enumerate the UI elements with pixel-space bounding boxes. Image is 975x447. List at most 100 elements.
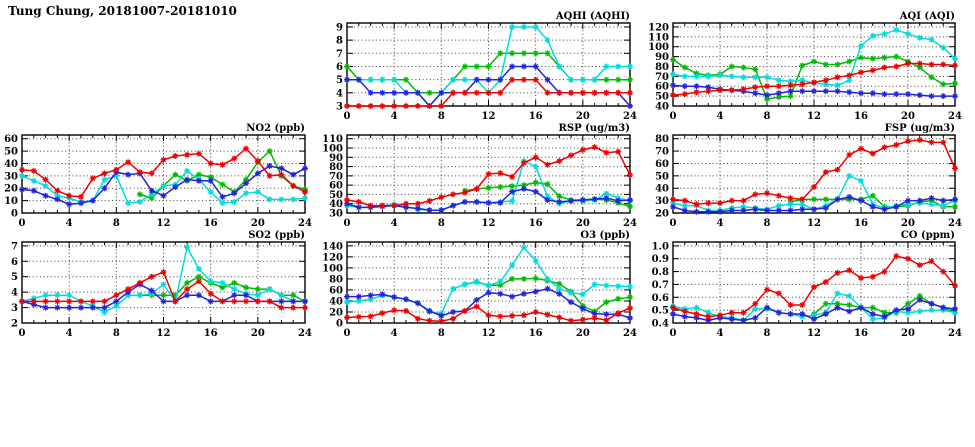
chart-co: 0.4 0.5 0.6 0.7 0.8 0.9 1.0 0 4 8 12 16 20 24 CO (ppm) xyxy=(652,230,962,339)
svg-text:8: 8 xyxy=(438,111,445,122)
svg-text:60: 60 xyxy=(329,181,343,192)
svg-text:8: 8 xyxy=(113,218,120,229)
svg-text:0.6: 0.6 xyxy=(652,293,669,304)
svg-text:24: 24 xyxy=(298,218,312,229)
series-cyan-markers xyxy=(19,244,308,316)
y-axis-labels: 2 3 4 5 6 7 xyxy=(11,241,18,329)
chart-aqhi: 3 4 5 6 7 8 9 0 4 8 12 16 20 24 AQHI (AQHI) xyxy=(336,11,637,122)
chart-title: AQHI (AQHI) xyxy=(555,11,630,22)
plot-border xyxy=(672,134,956,214)
svg-text:60: 60 xyxy=(329,285,343,296)
series-red xyxy=(670,60,958,99)
svg-text:8: 8 xyxy=(113,328,120,339)
svg-text:16: 16 xyxy=(854,218,868,229)
svg-text:0.5: 0.5 xyxy=(652,306,669,317)
plot-border xyxy=(21,241,306,324)
svg-text:50: 50 xyxy=(329,190,343,201)
svg-text:50: 50 xyxy=(655,171,669,182)
chart-title: SO2 (ppb) xyxy=(248,230,305,241)
svg-text:16: 16 xyxy=(854,111,868,122)
svg-text:0: 0 xyxy=(11,209,18,220)
series-blue-markers xyxy=(670,296,958,324)
series-red-markers xyxy=(670,60,958,99)
y-axis-labels: 3 4 5 6 7 8 9 xyxy=(336,22,343,112)
x-axis-labels: 0 4 8 12 16 20 24 xyxy=(344,328,637,339)
grid xyxy=(673,242,955,323)
grid xyxy=(22,135,305,213)
svg-text:110: 110 xyxy=(322,134,343,145)
svg-text:7: 7 xyxy=(336,49,343,60)
svg-text:4: 4 xyxy=(66,218,73,229)
chart-title: NO2 (ppb) xyxy=(246,123,305,134)
svg-text:120: 120 xyxy=(648,22,669,33)
series-red xyxy=(344,144,633,209)
svg-text:0.7: 0.7 xyxy=(652,280,669,291)
plot-border xyxy=(346,241,631,324)
series-red-markers xyxy=(670,253,958,320)
svg-text:12: 12 xyxy=(807,218,821,229)
chart-title: AQI (AQI) xyxy=(899,11,955,22)
series-cyan-markers xyxy=(344,244,633,317)
svg-text:0: 0 xyxy=(344,218,351,229)
svg-text:4: 4 xyxy=(11,288,18,299)
svg-text:0: 0 xyxy=(19,218,26,229)
svg-text:3: 3 xyxy=(336,102,343,113)
series-green-markers xyxy=(344,50,633,96)
svg-text:24: 24 xyxy=(298,328,312,339)
series-cyan-markers xyxy=(670,26,958,89)
svg-text:24: 24 xyxy=(948,111,962,122)
y-axis-labels: 0.4 0.5 0.6 0.7 0.8 0.9 1.0 xyxy=(652,241,669,329)
svg-text:8: 8 xyxy=(336,36,343,47)
svg-text:16: 16 xyxy=(204,328,218,339)
svg-text:24: 24 xyxy=(623,328,637,339)
series-red-markers xyxy=(344,303,633,325)
svg-text:20: 20 xyxy=(901,111,915,122)
svg-text:90: 90 xyxy=(329,153,343,164)
svg-text:20: 20 xyxy=(251,328,265,339)
svg-text:10: 10 xyxy=(4,196,18,207)
svg-text:12: 12 xyxy=(482,328,496,339)
svg-text:20: 20 xyxy=(251,218,265,229)
svg-text:20: 20 xyxy=(329,307,343,318)
series-red-markers xyxy=(19,145,308,200)
svg-text:16: 16 xyxy=(529,328,543,339)
x-axis-labels: 0 4 8 12 16 20 24 xyxy=(19,218,312,229)
svg-text:80: 80 xyxy=(655,62,669,73)
chart-title: CO (ppm) xyxy=(901,230,955,241)
series-red xyxy=(19,269,308,311)
svg-text:0: 0 xyxy=(670,111,677,122)
series-cyan xyxy=(19,244,308,316)
series-cyan xyxy=(670,26,958,89)
svg-text:4: 4 xyxy=(66,328,73,339)
series-blue xyxy=(344,285,633,321)
svg-text:0: 0 xyxy=(19,328,26,339)
svg-text:70: 70 xyxy=(655,147,669,158)
svg-text:24: 24 xyxy=(623,111,637,122)
svg-text:20: 20 xyxy=(576,218,590,229)
svg-text:12: 12 xyxy=(157,218,171,229)
svg-text:24: 24 xyxy=(623,218,637,229)
series-red xyxy=(344,76,633,109)
series-red xyxy=(670,137,958,208)
svg-text:30: 30 xyxy=(329,209,343,220)
series-red-markers xyxy=(344,76,633,109)
svg-text:4: 4 xyxy=(717,328,724,339)
x-axis-labels: 0 4 8 12 16 20 24 xyxy=(670,328,962,339)
svg-text:12: 12 xyxy=(482,111,496,122)
chart-so2: 2 3 4 5 6 7 0 4 8 12 16 20 24 SO2 (ppb) xyxy=(11,230,312,339)
svg-text:7: 7 xyxy=(11,241,18,252)
svg-text:9: 9 xyxy=(336,22,343,33)
svg-text:0: 0 xyxy=(670,328,677,339)
svg-text:24: 24 xyxy=(948,218,962,229)
svg-text:8: 8 xyxy=(764,218,771,229)
svg-text:100: 100 xyxy=(322,263,343,274)
svg-text:30: 30 xyxy=(4,171,18,182)
